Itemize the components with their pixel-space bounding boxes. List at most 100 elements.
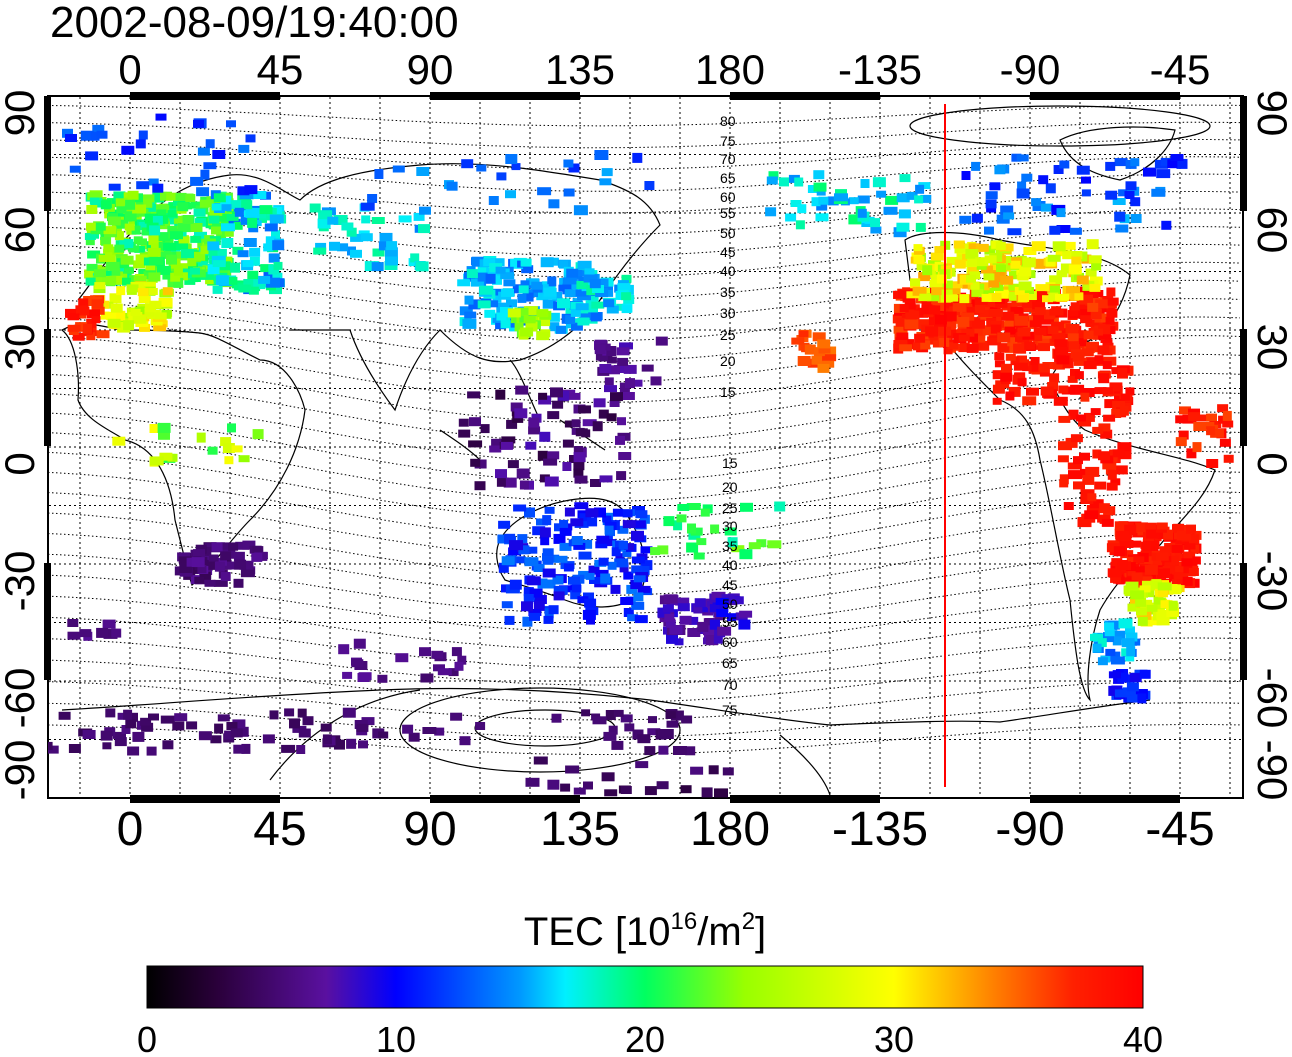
tec-cell xyxy=(598,557,609,566)
tec-cell xyxy=(1183,563,1193,574)
tec-cell xyxy=(611,547,621,557)
tec-cell xyxy=(618,452,632,460)
tec-cell xyxy=(1009,270,1023,280)
tec-cell xyxy=(961,312,975,321)
tec-cell xyxy=(1064,241,1076,250)
tec-cell xyxy=(929,279,943,288)
tec-cell xyxy=(1086,505,1100,515)
tec-cell xyxy=(506,419,518,429)
tec-cell xyxy=(921,305,936,315)
tec-cell xyxy=(538,395,552,405)
tec-cell xyxy=(138,296,151,303)
tec-cell xyxy=(623,608,634,617)
tec-cell xyxy=(919,293,932,301)
tec-cell xyxy=(922,336,934,345)
tec-cell xyxy=(637,734,651,744)
tec-cell xyxy=(374,169,384,179)
tec-cell xyxy=(573,205,588,216)
tec-cell xyxy=(1035,284,1050,292)
tec-cell xyxy=(333,215,348,225)
tec-cell xyxy=(272,240,285,251)
tec-cell xyxy=(1167,159,1178,169)
tec-cell xyxy=(616,303,627,311)
tec-cell xyxy=(1033,327,1047,336)
tec-cell xyxy=(230,728,243,738)
tec-cell xyxy=(514,307,529,318)
tec-cell xyxy=(617,417,626,426)
tec-cell xyxy=(552,400,564,409)
tec-cell xyxy=(957,316,970,327)
tec-cell xyxy=(952,302,966,312)
contour-label: 30 xyxy=(722,518,738,534)
tec-cell xyxy=(483,258,496,267)
right-lat-tick: -90 xyxy=(1249,740,1292,801)
tec-cell xyxy=(264,223,278,232)
tec-cell xyxy=(196,432,206,443)
contour-line xyxy=(48,552,1241,615)
tec-cell xyxy=(89,197,100,205)
tec-cell xyxy=(197,147,210,156)
tec-cell xyxy=(119,239,134,248)
timestamp-title: 2002-08-09/19:40:00 xyxy=(50,0,459,47)
tec-cell xyxy=(79,629,92,638)
tec-cell xyxy=(398,215,412,223)
tec-cell xyxy=(876,190,887,198)
tec-cell xyxy=(1018,293,1030,302)
tec-cell xyxy=(121,725,131,734)
bottom-lon-tick: 45 xyxy=(253,803,306,856)
tec-cell xyxy=(211,542,223,552)
tec-cell xyxy=(573,787,586,795)
contour-label: 70 xyxy=(720,151,736,167)
contour-label: 20 xyxy=(720,353,736,369)
tec-cell xyxy=(558,390,570,401)
tec-cell xyxy=(511,163,521,171)
tec-cell xyxy=(1065,324,1080,334)
tec-cell xyxy=(971,213,983,223)
tec-cell xyxy=(813,182,827,192)
contour-label: 15 xyxy=(720,384,736,400)
tec-cell xyxy=(94,269,106,278)
tec-cell xyxy=(912,342,922,351)
tec-cell xyxy=(584,598,597,608)
tec-cell xyxy=(289,718,300,729)
tec-cell xyxy=(1120,393,1130,401)
tec-cell xyxy=(137,288,149,297)
top-lon-axis: 0 45 90 135 180 -135 -90 -45 xyxy=(118,46,1210,93)
tec-cell xyxy=(665,619,676,628)
tec-cell xyxy=(883,206,898,215)
tec-cell xyxy=(212,222,224,230)
contour-line xyxy=(48,139,1241,170)
tec-cell xyxy=(570,322,583,331)
contour-label: 75 xyxy=(722,702,738,718)
tec-cell xyxy=(944,311,957,322)
tec-cell xyxy=(621,305,632,314)
tec-cell xyxy=(1019,266,1032,277)
tec-cell xyxy=(765,207,777,217)
tec-cell xyxy=(624,543,635,551)
tec-cell xyxy=(124,211,137,222)
tec-cell xyxy=(532,526,546,536)
tec-cell xyxy=(224,227,234,237)
tec-cell xyxy=(1088,255,1102,264)
tec-cell xyxy=(1049,373,1060,383)
tec-cell xyxy=(552,575,564,585)
tec-cell xyxy=(1062,250,1073,260)
tec-cell xyxy=(827,196,839,206)
tec-cell xyxy=(1160,157,1173,166)
tec-cell xyxy=(817,339,831,349)
tec-cell xyxy=(578,551,592,560)
tec-cell xyxy=(539,527,551,538)
tec-cell xyxy=(162,287,173,296)
tec-cell xyxy=(163,242,177,251)
tec-cell xyxy=(320,723,332,732)
tec-cell xyxy=(1106,482,1118,491)
tec-cell xyxy=(105,708,116,718)
contour-label: 60 xyxy=(720,189,736,205)
tec-cell xyxy=(533,564,545,572)
tec-cell xyxy=(221,238,234,248)
left-lat-tick: 90 xyxy=(0,90,43,137)
tec-cell xyxy=(544,506,555,514)
tec-cell xyxy=(1163,529,1174,540)
tec-cell xyxy=(517,534,528,544)
tec-cell xyxy=(540,535,550,546)
